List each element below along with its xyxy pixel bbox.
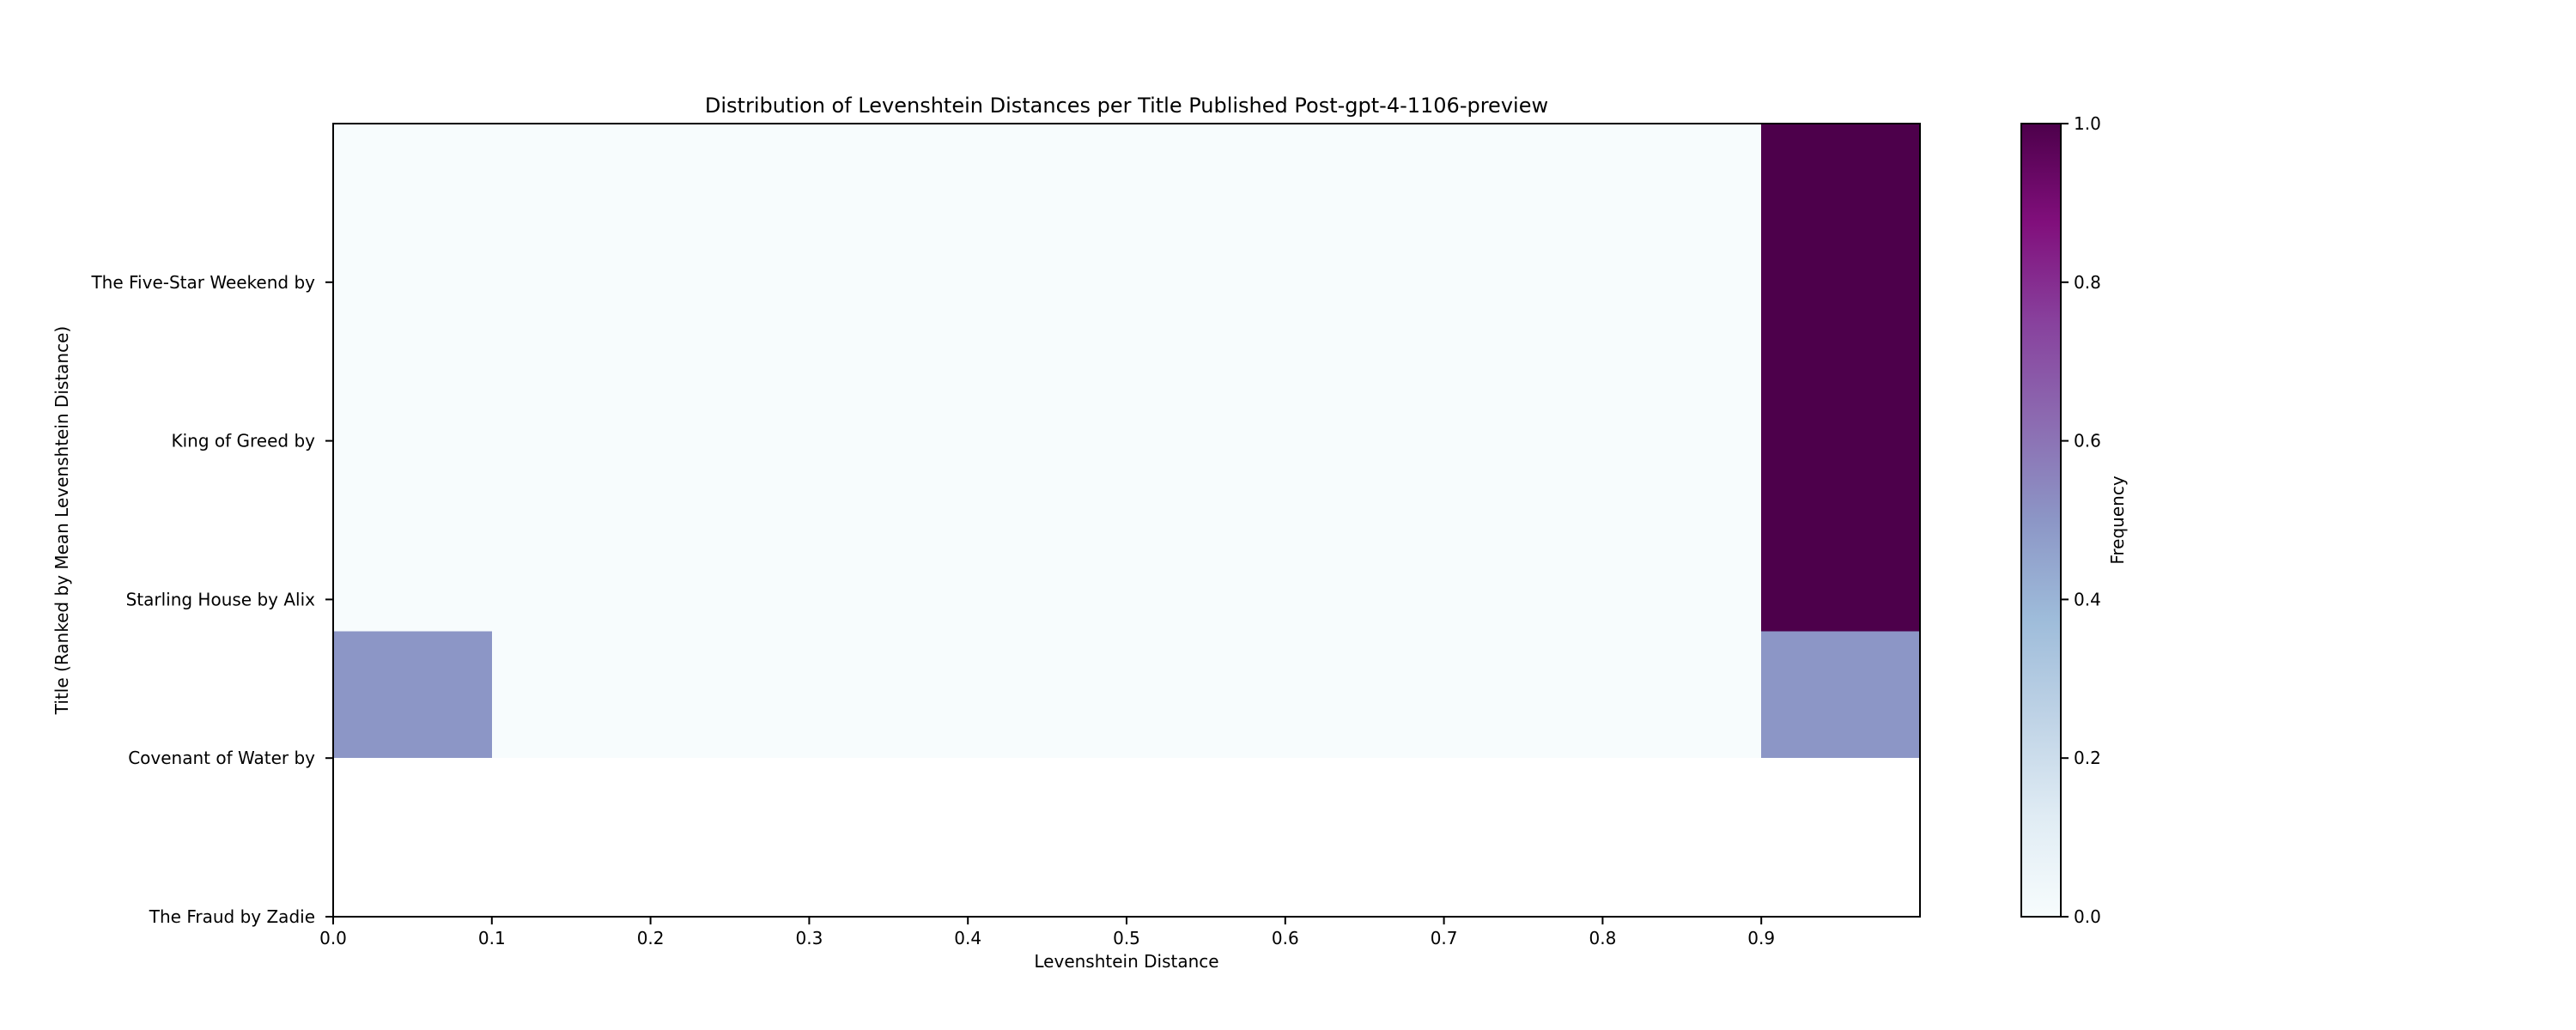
x-tick-label: 0.3 bbox=[795, 928, 823, 948]
heatmap-cell bbox=[1602, 124, 1762, 632]
x-tick-label: 0.2 bbox=[637, 928, 665, 948]
y-axis-label: Title (Ranked by Mean Levenshtein Distan… bbox=[52, 326, 72, 715]
heatmap-cell bbox=[333, 631, 493, 759]
x-tick-label: 0.7 bbox=[1431, 928, 1458, 948]
colorbar-label: Frequency bbox=[2107, 476, 2128, 564]
colorbar-tick-label: 1.0 bbox=[2074, 113, 2101, 134]
heatmap-cell bbox=[968, 631, 1127, 759]
heatmap-cell bbox=[809, 124, 969, 632]
x-tick-label: 0.5 bbox=[1113, 928, 1140, 948]
x-tick-label: 0.4 bbox=[954, 928, 981, 948]
heatmap-cell bbox=[491, 631, 652, 759]
heatmap-cell bbox=[650, 124, 810, 632]
x-tick-label: 0.8 bbox=[1589, 928, 1616, 948]
colorbar-tick-label: 0.4 bbox=[2074, 589, 2101, 609]
colorbar: 0.0 0.2 0.4 0.6 0.8 1.0 Frequency bbox=[2020, 113, 2128, 927]
heatmap-cell bbox=[1602, 631, 1762, 759]
x-tick-label: 0.9 bbox=[1747, 928, 1775, 948]
heatmap-cell bbox=[809, 631, 969, 759]
heatmap-cell bbox=[1761, 124, 1921, 632]
heatmap-cells bbox=[333, 124, 1921, 759]
colorbar-tick-label: 0.2 bbox=[2074, 748, 2101, 768]
heatmap-cell bbox=[1443, 124, 1603, 632]
heatmap-cell bbox=[333, 124, 493, 632]
heatmap-cell bbox=[650, 631, 810, 759]
x-tick-label: 0.6 bbox=[1272, 928, 1299, 948]
x-axis-label: Levenshtein Distance bbox=[1034, 951, 1218, 972]
heatmap-cell bbox=[1285, 631, 1445, 759]
heatmap-cell bbox=[1285, 124, 1445, 632]
heatmap-cell bbox=[1443, 631, 1603, 759]
heatmap-cell bbox=[491, 124, 652, 632]
y-tick-label: Covenant of Water by bbox=[128, 748, 315, 768]
y-tick-label: Starling House by Alix bbox=[126, 589, 316, 609]
heatmap-cell bbox=[1761, 631, 1921, 759]
colorbar-gradient bbox=[2020, 123, 2062, 918]
y-tick-label: The Five-Star Weekend by bbox=[90, 272, 315, 293]
colorbar-ticks: 0.0 0.2 0.4 0.6 0.8 1.0 bbox=[2061, 113, 2101, 927]
heatmap-cell bbox=[968, 124, 1127, 632]
heatmap-cell bbox=[1127, 631, 1286, 759]
x-tick-label: 0.1 bbox=[478, 928, 506, 948]
heatmap-cell bbox=[1127, 124, 1286, 632]
colorbar-tick-label: 0.6 bbox=[2074, 431, 2101, 451]
plot-area bbox=[332, 123, 1921, 918]
x-axis: 0.0 0.1 0.2 0.3 0.4 0.5 0.6 0.7 0.8 0.9 bbox=[319, 917, 1775, 948]
y-tick-label: The Fraud by Zadie bbox=[149, 906, 315, 927]
y-axis: The Fraud by Zadie Covenant of Water by St… bbox=[90, 272, 333, 927]
colorbar-tick-label: 0.0 bbox=[2074, 906, 2101, 927]
colorbar-tick-label: 0.8 bbox=[2074, 272, 2101, 293]
x-tick-label: 0.0 bbox=[319, 928, 347, 948]
chart-title: Distribution of Levenshtein Distances pe… bbox=[705, 94, 1548, 118]
y-tick-label: King of Greed by bbox=[171, 431, 315, 451]
